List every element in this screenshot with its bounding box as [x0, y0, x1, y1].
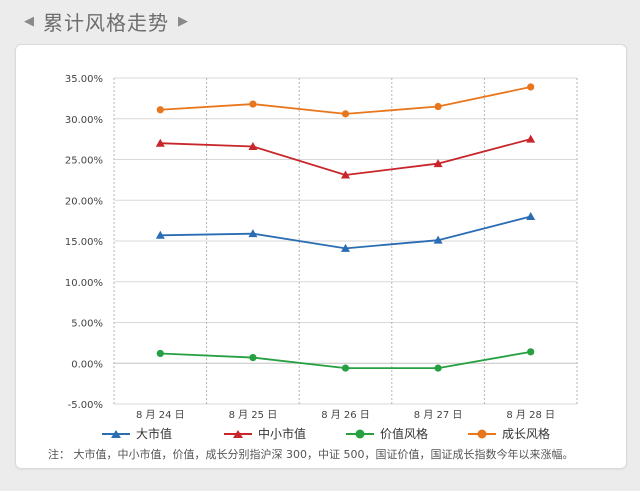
legend-marker-icon [102, 429, 130, 438]
data-point [526, 212, 536, 221]
data-point [527, 348, 535, 356]
data-point [249, 100, 257, 108]
data-point [248, 141, 258, 150]
data-point [249, 353, 257, 362]
legend-item: 价值风格 [346, 425, 468, 442]
section-title: 累计风格走势 [43, 10, 169, 35]
data-point [341, 243, 350, 252]
legend-marker-icon [346, 429, 374, 438]
legend-label: 成长风格 [502, 427, 551, 441]
legend-item: 大市值 [102, 425, 224, 442]
data-point [526, 134, 536, 143]
data-point [155, 138, 165, 147]
x-tick-label: 8 月 26 日 [321, 409, 370, 421]
legend-label: 中小市值 [258, 427, 307, 441]
x-tick-label: 8 月 28 日 [506, 409, 555, 421]
left-arrow-icon[interactable]: ◀ [24, 13, 34, 29]
footnote: 注： 大市值，中小市值，价值，成长分别指沪深 300，中证 500，国证价值，国… [48, 448, 574, 461]
series-line [160, 86, 531, 115]
x-tick-label: 8 月 27 日 [414, 409, 463, 421]
x-tick-label: 8 月 25 日 [229, 409, 278, 421]
y-tick-label: 0.00% [71, 359, 103, 370]
data-point [341, 364, 350, 372]
data-point [156, 106, 164, 114]
data-point [433, 159, 443, 168]
legend-item: 中小市值 [224, 425, 346, 442]
y-tick-label: -5.00% [68, 400, 103, 411]
legend-item: 成长风格 [468, 425, 590, 442]
y-tick-label: 35.00% [65, 74, 103, 85]
data-point [341, 170, 350, 179]
data-point [434, 102, 442, 111]
y-tick-label: 25.00% [65, 156, 103, 167]
data-point [527, 83, 535, 91]
data-point [155, 230, 165, 239]
x-tick-label: 8 月 24 日 [136, 409, 185, 421]
data-point [434, 364, 442, 372]
y-tick-label: 5.00% [71, 319, 103, 330]
y-tick-label: 10.00% [65, 278, 103, 289]
data-point [341, 110, 350, 118]
series-line [160, 138, 531, 176]
data-point [433, 235, 443, 244]
section-header: ◀ 累计风格走势 ▶ [24, 6, 188, 36]
right-arrow-icon[interactable]: ▶ [178, 13, 188, 29]
series-line [160, 215, 531, 250]
y-tick-label: 15.00% [65, 237, 103, 248]
chart-card: -5.00% 0.00% 5.00% 10.00% 15.00% 20.00% 25.00%… [15, 44, 627, 469]
y-tick-label: 20.00% [65, 196, 103, 207]
line-chart: -5.00% 0.00% 5.00% 10.00% 15.00% 20.00% 25.00%… [65, 74, 578, 421]
legend-label: 价值风格 [380, 427, 429, 441]
legend-marker-icon [468, 429, 496, 438]
data-point [156, 349, 164, 358]
data-point [248, 229, 258, 238]
chart-legend: 大市值 中小市值 价值风格 成长风格 [102, 425, 590, 442]
y-tick-label: 30.00% [65, 115, 103, 126]
legend-label: 大市值 [136, 427, 173, 441]
legend-marker-icon [224, 429, 252, 438]
